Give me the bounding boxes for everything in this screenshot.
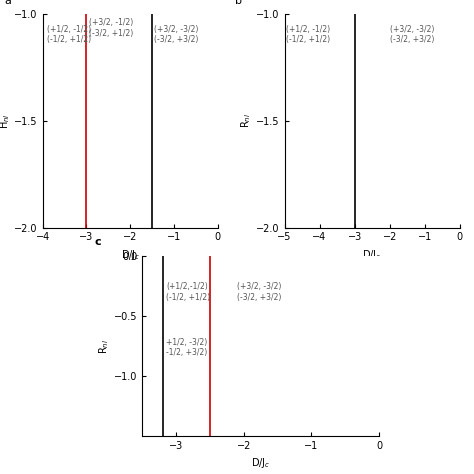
Text: b: b [236,0,242,6]
Text: (+3/2, -3/2)
(-3/2, +3/2): (+3/2, -3/2) (-3/2, +3/2) [155,25,199,44]
Y-axis label: R$_{nl}$: R$_{nl}$ [97,338,111,354]
Y-axis label: R$_{nl}$: R$_{nl}$ [239,113,254,128]
Text: (+1/2, -1/2)
(-1/2, +1/2): (+1/2, -1/2) (-1/2, +1/2) [47,25,91,44]
Y-axis label: H$_{nl}$: H$_{nl}$ [0,113,11,128]
Text: c: c [95,237,101,247]
Text: (+3/2, -3/2)
(-3/2, +3/2): (+3/2, -3/2) (-3/2, +3/2) [237,283,282,302]
Text: (+3/2, -1/2)
(-3/2, +1/2): (+3/2, -1/2) (-3/2, +1/2) [89,18,133,38]
Text: a: a [4,0,11,6]
Text: +1/2, -3/2)
-1/2, +3/2): +1/2, -3/2) -1/2, +3/2) [166,337,207,357]
Text: (+1/2,-1/2)
(-1/2, +1/2): (+1/2,-1/2) (-1/2, +1/2) [166,283,210,302]
X-axis label: D/J$_c$: D/J$_c$ [251,456,270,471]
Text: (+1/2, -1/2)
(-1/2, +1/2): (+1/2, -1/2) (-1/2, +1/2) [286,25,330,44]
Text: (+3/2, -3/2)
(-3/2, +3/2): (+3/2, -3/2) (-3/2, +3/2) [390,25,434,44]
X-axis label: D/J$_c$: D/J$_c$ [120,248,140,262]
X-axis label: D/J$_c$: D/J$_c$ [363,248,382,262]
